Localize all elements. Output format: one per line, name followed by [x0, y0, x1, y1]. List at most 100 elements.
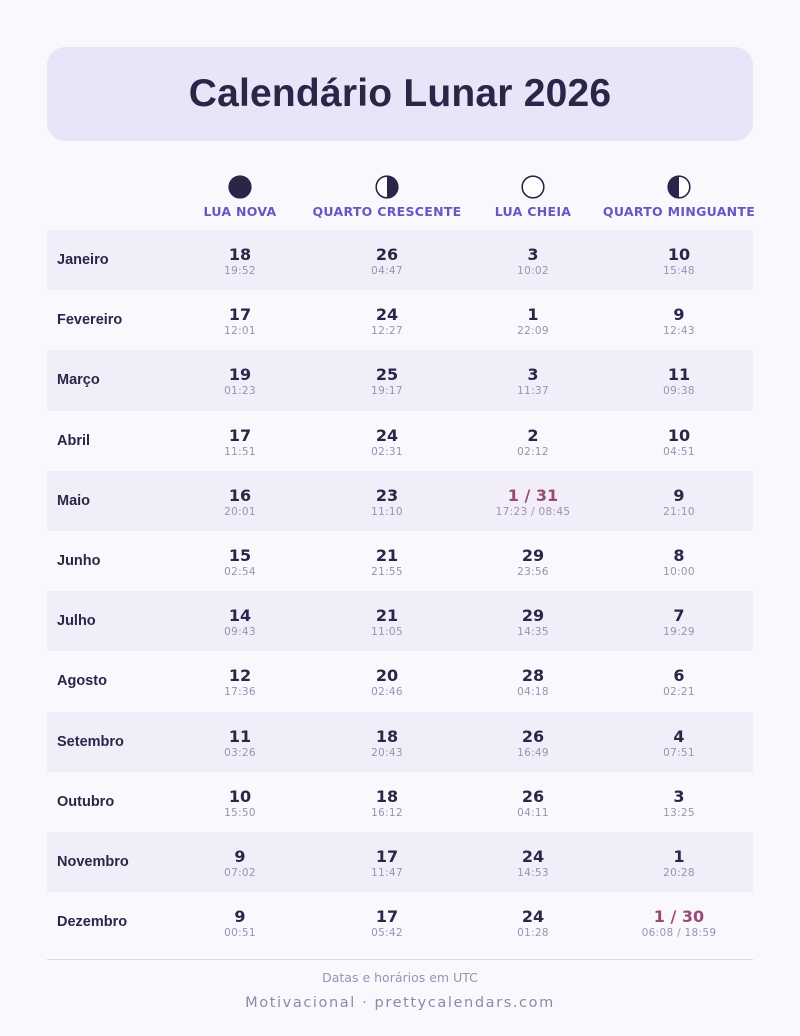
table-row: Julho 14 09:43 21 11:05 29 14:35 7 19:29 [47, 591, 753, 652]
phase-day: 1 / 30 [653, 907, 705, 927]
phase-day: 24 [375, 425, 399, 445]
phase-time: 02:12 [517, 445, 549, 458]
phase-time: 13:25 [663, 806, 695, 819]
phase-time: 01:23 [224, 385, 256, 398]
phase-time: 19:17 [371, 385, 403, 398]
phase-cell: 9 00:51 [160, 907, 320, 940]
phase-day: 15 [228, 545, 252, 565]
phase-cell: 26 04:11 [453, 787, 613, 820]
table-row: Fevereiro 17 12:01 24 12:27 1 22:09 9 12:43 [47, 290, 753, 350]
phase-cell: 4 07:51 [599, 727, 759, 760]
phase-cell: 17 11:47 [307, 847, 467, 880]
phase-cell: 9 07:02 [160, 847, 320, 880]
phase-cell: 1 / 31 17:23 / 08:45 [453, 486, 613, 519]
phase-time: 16:12 [371, 806, 403, 819]
phase-day: 18 [375, 786, 399, 806]
phase-cell: 29 23:56 [453, 546, 613, 579]
phase-time: 01:28 [517, 927, 549, 940]
phase-day: 6 [673, 666, 685, 686]
phase-label-first-quarter: QUARTO CRESCENTE [312, 204, 462, 219]
phase-day: 11 [667, 365, 691, 385]
phase-cell: 3 13:25 [599, 787, 759, 820]
phase-header-first-quarter: QUARTO CRESCENTE [307, 175, 467, 219]
last-quarter-icon [667, 175, 691, 199]
phase-time: 00:51 [224, 927, 256, 940]
phase-header-new-moon: LUA NOVA [160, 175, 320, 219]
phase-day: 10 [667, 425, 691, 445]
table-row: Junho 15 02:54 21 21:55 29 23:56 8 10:00 [47, 531, 753, 591]
phase-cell: 18 19:52 [160, 245, 320, 278]
full-moon-icon [521, 175, 545, 199]
phase-cell: 26 16:49 [453, 727, 613, 760]
phase-time: 16:49 [517, 746, 549, 759]
phase-time: 11:37 [517, 385, 549, 398]
phase-cell: 9 12:43 [599, 305, 759, 338]
month-label: Abril [57, 432, 91, 449]
phase-time: 02:54 [224, 565, 256, 578]
phase-time: 04:11 [517, 806, 549, 819]
table-row: Agosto 12 17:36 20 02:46 28 04:18 6 02:21 [47, 651, 753, 711]
phase-day: 21 [375, 545, 399, 565]
month-label: Março [57, 372, 100, 389]
phase-day: 11 [228, 726, 252, 746]
month-label: Fevereiro [57, 312, 123, 329]
phase-cell: 11 09:38 [599, 365, 759, 398]
phase-time: 09:43 [224, 626, 256, 639]
phase-day: 19 [228, 365, 252, 385]
phase-time: 22:09 [517, 325, 549, 338]
phase-time: 10:00 [663, 565, 695, 578]
phase-day: 9 [234, 846, 246, 866]
phase-day: 10 [667, 245, 691, 264]
phase-time: 04:51 [663, 445, 695, 458]
phase-cell: 10 04:51 [599, 426, 759, 459]
phase-time: 07:02 [224, 866, 256, 879]
phase-day: 9 [673, 305, 685, 325]
phase-cell: 1 22:09 [453, 305, 613, 338]
phase-cell: 7 19:29 [599, 606, 759, 639]
phase-time: 06:08 / 18:59 [641, 927, 717, 940]
title-banner: Calendário Lunar 2026 [47, 47, 753, 141]
phase-time: 04:47 [371, 265, 403, 277]
phase-day: 29 [521, 606, 545, 626]
phase-cell: 17 12:01 [160, 305, 320, 338]
phase-cell: 18 20:43 [307, 727, 467, 760]
lunar-table: Janeiro 18 19:52 26 04:47 3 10:02 10 15:48 Fevere… [47, 230, 753, 952]
phase-day: 26 [521, 726, 545, 746]
phase-cell: 6 02:21 [599, 666, 759, 699]
phase-cell: 16 20:01 [160, 486, 320, 519]
phase-day: 26 [375, 245, 399, 264]
phase-cell: 1 / 30 06:08 / 18:59 [599, 907, 759, 940]
table-row: Dezembro 9 00:51 17 05:42 24 01:28 1 / 30 06:08 … [47, 892, 753, 952]
phase-label-new-moon: LUA NOVA [203, 204, 277, 219]
phase-day: 10 [228, 786, 252, 806]
phase-cell: 14 09:43 [160, 606, 320, 639]
phase-time: 09:38 [663, 385, 695, 398]
phase-header-last-quarter: QUARTO MINGUANTE [599, 175, 759, 219]
phase-day: 1 [673, 846, 685, 866]
phase-header-full-moon: LUA CHEIA [453, 175, 613, 219]
phase-cell: 17 11:51 [160, 426, 320, 459]
phase-day: 24 [375, 305, 399, 325]
phase-cell: 23 11:10 [307, 486, 467, 519]
phase-cell: 10 15:48 [599, 245, 759, 278]
phase-time: 17:23 / 08:45 [495, 505, 571, 518]
table-row: Março 19 01:23 25 19:17 3 11:37 11 09:38 [47, 350, 753, 411]
phase-cell: 12 17:36 [160, 666, 320, 699]
phase-time: 12:01 [224, 325, 256, 338]
phase-day: 17 [228, 425, 252, 445]
phase-time: 11:10 [371, 505, 403, 518]
phase-time: 11:51 [224, 445, 256, 458]
phase-time: 02:21 [663, 686, 695, 699]
phase-cell: 10 15:50 [160, 787, 320, 820]
phase-cell: 17 05:42 [307, 907, 467, 940]
table-row: Outubro 10 15:50 18 16:12 26 04:11 3 13:25 [47, 772, 753, 832]
month-label: Novembro [57, 853, 129, 870]
phase-day: 17 [228, 305, 252, 325]
phase-time: 14:53 [517, 866, 549, 879]
phase-day: 1 [527, 305, 539, 325]
phase-time: 02:31 [371, 445, 403, 458]
phase-time: 21:55 [371, 565, 403, 578]
phase-day: 3 [673, 786, 685, 806]
phase-cell: 11 03:26 [160, 727, 320, 760]
page-title: Calendário Lunar 2026 [188, 72, 612, 115]
